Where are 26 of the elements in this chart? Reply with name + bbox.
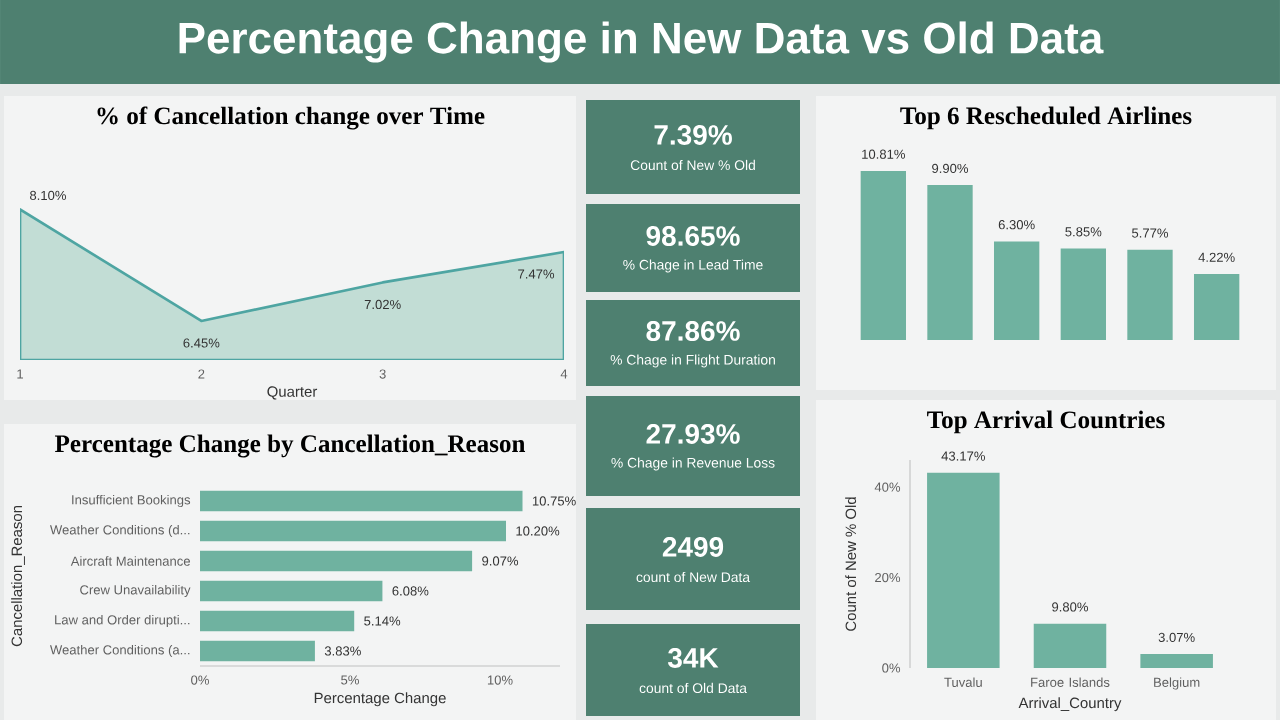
bar <box>200 520 507 542</box>
text: Percentage Change in New Data vs Old Data <box>179 21 1104 63</box>
text: 2499 <box>662 537 724 557</box>
bar <box>1193 273 1240 340</box>
bar <box>860 170 906 340</box>
bar <box>1060 248 1106 340</box>
bar <box>200 610 355 632</box>
text: 98.65% <box>646 226 740 246</box>
chart-title: Percentage Change by Cancellation_Reason <box>54 434 526 458</box>
bar <box>1033 623 1107 668</box>
bar <box>994 241 1040 340</box>
chart-title: % of Cancellation change over Time <box>97 106 485 130</box>
text: 7.39% <box>654 125 732 145</box>
bar <box>200 580 383 602</box>
bar <box>1127 249 1173 340</box>
bar <box>927 185 973 340</box>
chart-title: Top 6 Rescheduled Airlines <box>900 106 1192 130</box>
text: 87.86% <box>646 321 740 341</box>
bar <box>1140 654 1213 668</box>
bar <box>200 490 523 512</box>
text: 27.93% <box>646 424 740 444</box>
bar <box>200 640 315 662</box>
bar <box>200 550 473 572</box>
text: 34K <box>667 648 719 668</box>
bar <box>927 472 1000 668</box>
chart-title: Top Arrival Countries <box>927 410 1165 434</box>
